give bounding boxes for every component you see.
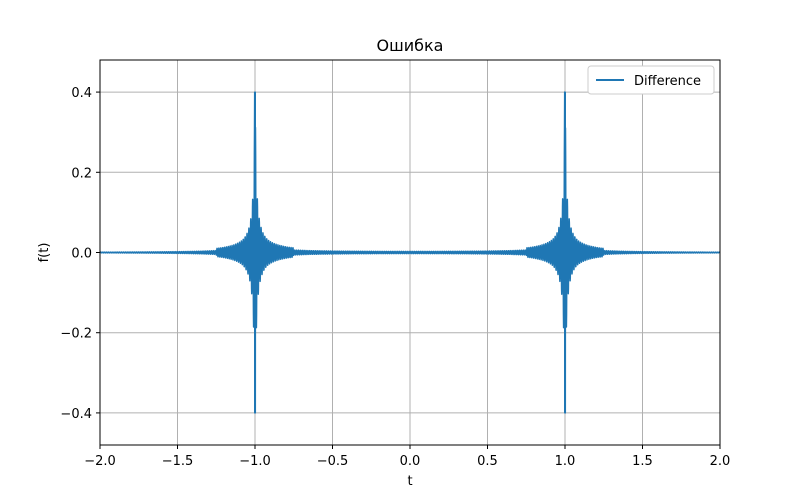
x-tick-label: 0.5 — [477, 454, 498, 469]
x-tick-label: 1.5 — [632, 454, 653, 469]
y-axis-label: f(t) — [37, 243, 52, 263]
legend-box — [587, 65, 715, 95]
plot-area — [99, 91, 721, 414]
y-tick-label: 0.0 — [71, 247, 92, 262]
x-tick-label: 0.0 — [400, 454, 421, 469]
x-tick-label: −1.5 — [162, 454, 194, 469]
x-tick-label: 1.0 — [555, 454, 576, 469]
x-axis-ticks: −2.0 −1.5 −1.0 −0.5 0.0 0.5 1.0 1.5 2.0 — [84, 445, 730, 469]
x-tick-label: −1.0 — [239, 454, 271, 469]
x-tick-label: −2.0 — [84, 454, 116, 469]
y-tick-label: −0.4 — [60, 407, 92, 422]
y-tick-label: −0.2 — [60, 327, 92, 342]
legend: Difference — [587, 65, 715, 95]
y-tick-label: 0.2 — [71, 166, 92, 181]
chart-title: Ошибка — [377, 36, 444, 55]
y-tick-label: 0.4 — [71, 86, 92, 101]
x-tick-label: −0.5 — [317, 454, 349, 469]
legend-label: Difference — [634, 74, 701, 89]
y-axis-ticks: −0.4 −0.2 0.0 0.2 0.4 — [60, 86, 100, 422]
x-axis-label: t — [407, 474, 412, 489]
x-tick-label: 2.0 — [710, 454, 731, 469]
series-line-difference — [99, 91, 721, 414]
